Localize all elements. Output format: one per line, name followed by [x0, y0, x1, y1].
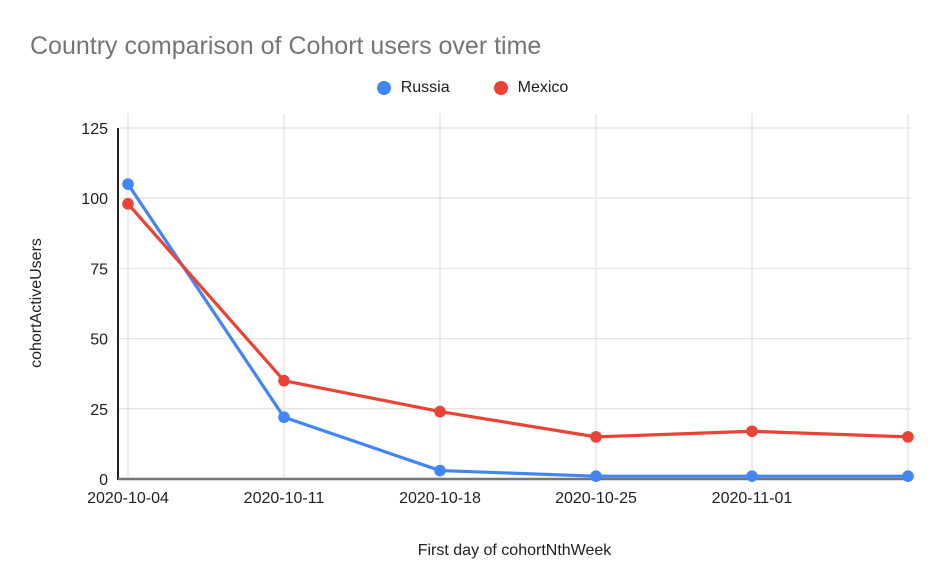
legend-item-mexico[interactable]: Mexico [493, 79, 569, 97]
data-point-russia-3[interactable] [590, 470, 602, 482]
x-tick-label: 2020-10-04 [87, 490, 169, 507]
series-line-mexico [126, 202, 910, 439]
x-tick-label: 2020-10-25 [555, 490, 637, 507]
y-tick-label: 50 [90, 332, 108, 349]
legend-label-mexico: Mexico [517, 79, 569, 96]
data-point-russia-5[interactable] [902, 470, 914, 482]
data-point-mexico-4[interactable] [746, 425, 758, 438]
chart-legend: Russia Mexico [0, 79, 945, 97]
x-tick-label: 2020-10-18 [399, 490, 481, 507]
data-point-russia-1[interactable] [278, 411, 290, 424]
y-axis-title: cohortActiveUsers [28, 238, 45, 368]
y-tick-label: 25 [90, 402, 108, 419]
y-tick-label: 100 [81, 191, 108, 208]
y-tick-label: 0 [99, 472, 108, 489]
legend-item-russia[interactable]: Russia [376, 79, 450, 97]
legend-label-russia: Russia [400, 79, 450, 96]
y-tick-label: 125 [81, 121, 108, 138]
data-point-russia-2[interactable] [434, 464, 446, 477]
data-point-mexico-0[interactable] [122, 198, 134, 210]
data-point-mexico-1[interactable] [278, 374, 290, 387]
x-tick-label: 2020-10-11 [244, 490, 325, 507]
data-point-mexico-3[interactable] [590, 431, 602, 443]
chart-title: Country comparison of Cohort users over … [30, 32, 542, 60]
x-axis-title: First day of cohortNthWeek [417, 542, 612, 559]
data-point-mexico-2[interactable] [434, 405, 446, 418]
x-tick-label: 2020-11-01 [712, 490, 793, 507]
y-tick-label: 75 [90, 261, 108, 278]
legend-swatch-russia-icon [376, 81, 391, 95]
data-point-russia-0[interactable] [122, 178, 134, 190]
legend-swatch-mexico-icon [493, 81, 508, 95]
series-line-russia [126, 182, 910, 478]
data-point-mexico-5[interactable] [902, 431, 914, 443]
data-point-russia-4[interactable] [746, 470, 758, 482]
